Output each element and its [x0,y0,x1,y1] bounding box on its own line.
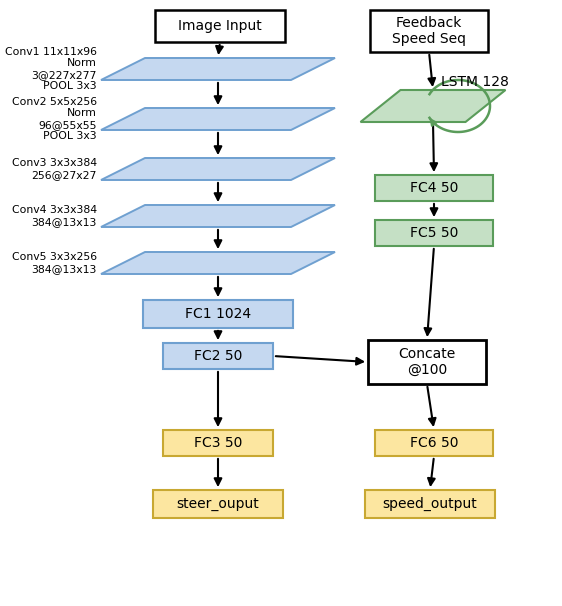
Text: speed_output: speed_output [383,497,477,511]
Text: FC1 1024: FC1 1024 [185,307,251,321]
Bar [370,10,488,52]
Text: Conv5 3x3x256
384@13x13: Conv5 3x3x256 384@13x13 [12,252,97,274]
Text: FC2 50: FC2 50 [194,349,242,363]
Text: LSTM 128: LSTM 128 [441,75,509,89]
Text: FC4 50: FC4 50 [410,181,458,195]
Text: FC3 50: FC3 50 [194,436,242,450]
Text: Concate
@100: Concate @100 [398,347,456,377]
Bar [375,430,493,456]
Bar [153,490,283,518]
Polygon shape [101,58,335,80]
Polygon shape [101,108,335,130]
Bar [365,490,495,518]
Bar [155,10,285,42]
Text: Image Input: Image Input [178,19,262,33]
Bar [163,430,273,456]
Bar [143,300,293,328]
Text: Conv4 3x3x384
384@13x13: Conv4 3x3x384 384@13x13 [12,205,97,227]
Text: FC5 50: FC5 50 [410,226,458,240]
Bar [375,220,493,246]
Bar [375,175,493,201]
Polygon shape [101,205,335,227]
Text: Conv2 5x5x256
Norm
96@55x55
POOL 3x3: Conv2 5x5x256 Norm 96@55x55 POOL 3x3 [12,96,97,141]
Text: steer_ouput: steer_ouput [176,497,260,511]
Polygon shape [360,90,505,122]
Text: Conv1 11x11x96
Norm
3@227x277
POOL 3x3: Conv1 11x11x96 Norm 3@227x277 POOL 3x3 [5,47,97,92]
Bar [368,340,486,384]
Bar [163,343,273,369]
Polygon shape [101,158,335,180]
Text: Conv3 3x3x384
256@27x27: Conv3 3x3x384 256@27x27 [12,158,97,180]
Text: Feedback
Speed Seq: Feedback Speed Seq [392,16,466,46]
Polygon shape [101,252,335,274]
Text: FC6 50: FC6 50 [410,436,458,450]
